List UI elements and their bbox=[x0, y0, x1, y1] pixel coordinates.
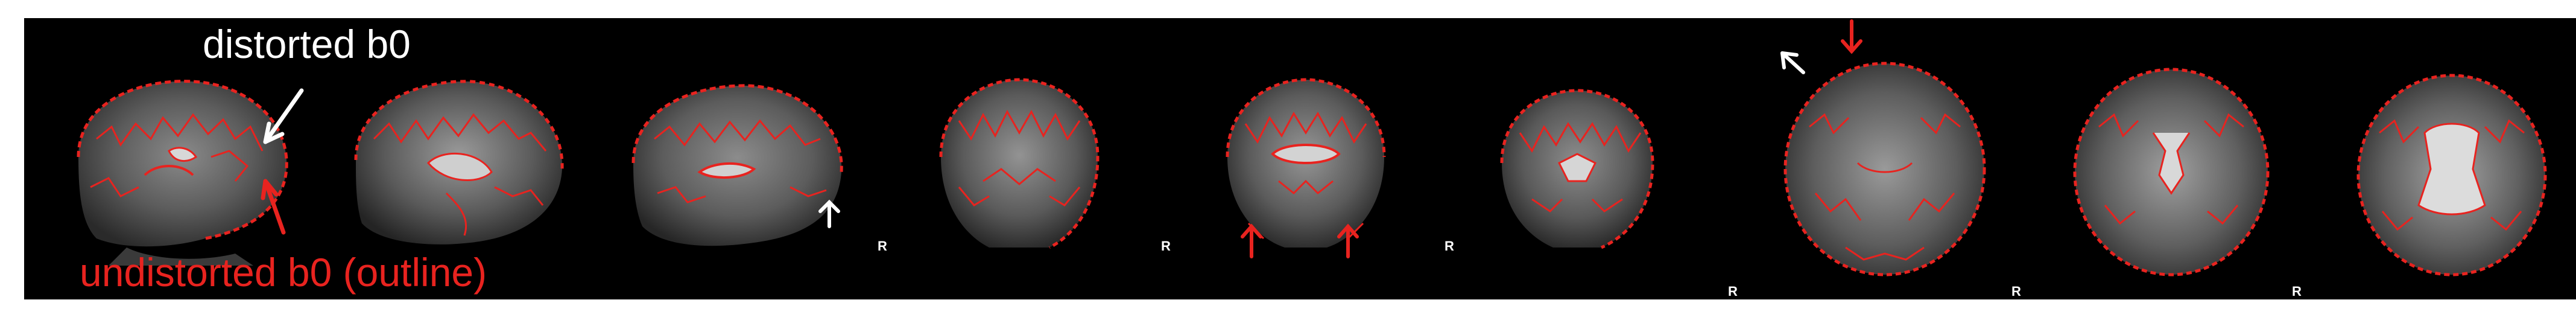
axial-slice-2-image bbox=[2073, 68, 2270, 276]
figure-strip: R R R R R R distorted b0 undistorted b0 … bbox=[24, 18, 2576, 299]
coronal-slice-1-image bbox=[939, 78, 1100, 249]
orientation-marker: R bbox=[878, 238, 887, 254]
coronal-slice-2-image bbox=[1226, 78, 1386, 248]
distorted-b0-label: distorted b0 bbox=[203, 22, 411, 66]
axial-slice-1-image bbox=[1783, 62, 1986, 276]
orientation-marker: R bbox=[1728, 284, 1738, 299]
coronal-slice-1 bbox=[917, 66, 1122, 266]
axial-slice-1 bbox=[1773, 54, 1996, 284]
sagittal-slice-2-image bbox=[354, 80, 564, 245]
axial-slice-3 bbox=[2346, 66, 2557, 284]
orientation-marker: R bbox=[2011, 284, 2021, 299]
undistorted-b0-label: undistorted b0 (outline) bbox=[80, 250, 487, 295]
axial-slice-2 bbox=[2063, 60, 2280, 284]
sagittal-slice-1-image bbox=[77, 80, 288, 266]
coronal-slice-3 bbox=[1484, 78, 1671, 260]
coronal-slice-2 bbox=[1206, 66, 1405, 266]
sagittal-slice-1 bbox=[54, 66, 296, 266]
axial-slice-3-image bbox=[2356, 74, 2547, 276]
sagittal-slice-3-image bbox=[631, 84, 843, 246]
sagittal-slice-3 bbox=[615, 72, 856, 266]
orientation-marker: R bbox=[1161, 238, 1171, 254]
orientation-marker: R bbox=[2292, 284, 2302, 299]
coronal-slice-3-image bbox=[1500, 89, 1654, 249]
sagittal-slice-2 bbox=[338, 66, 573, 266]
orientation-marker: R bbox=[1445, 238, 1454, 254]
